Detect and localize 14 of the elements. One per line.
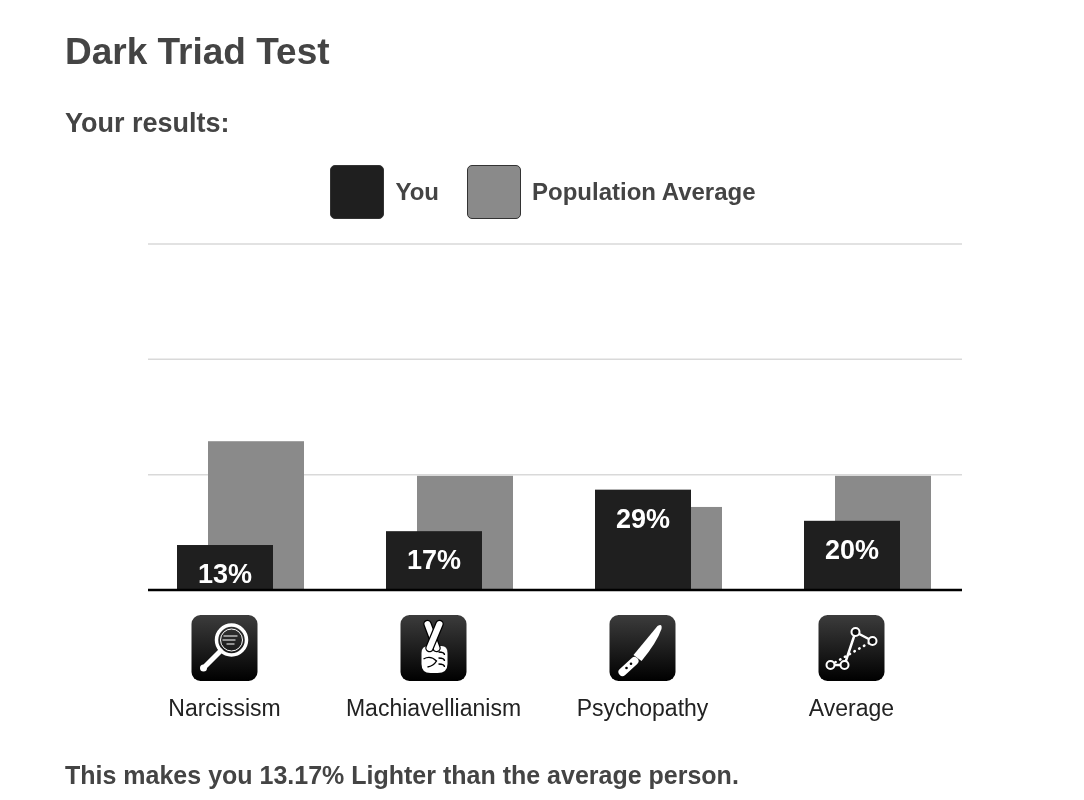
- data-label: 17%: [406, 545, 462, 576]
- chart-title: Dark Triad Test: [65, 31, 330, 72]
- legend-label: Population Average: [531, 178, 756, 205]
- x-tick-label: Psychopathy: [576, 695, 709, 721]
- legend-label: You: [395, 178, 439, 205]
- data-label: 20%: [824, 534, 880, 565]
- x-tick-label: Narcissism: [168, 695, 281, 721]
- data-label: 13%: [197, 559, 253, 590]
- text: This makes you 13.17% Lighter than the average person.: [65, 761, 739, 789]
- x-tick-label: Average: [808, 695, 895, 721]
- chart-subtitle: Your results:: [65, 108, 230, 138]
- data-label: 29%: [615, 503, 671, 534]
- x-tick-label: Machiavellianism: [345, 695, 522, 721]
- bar: [595, 489, 691, 590]
